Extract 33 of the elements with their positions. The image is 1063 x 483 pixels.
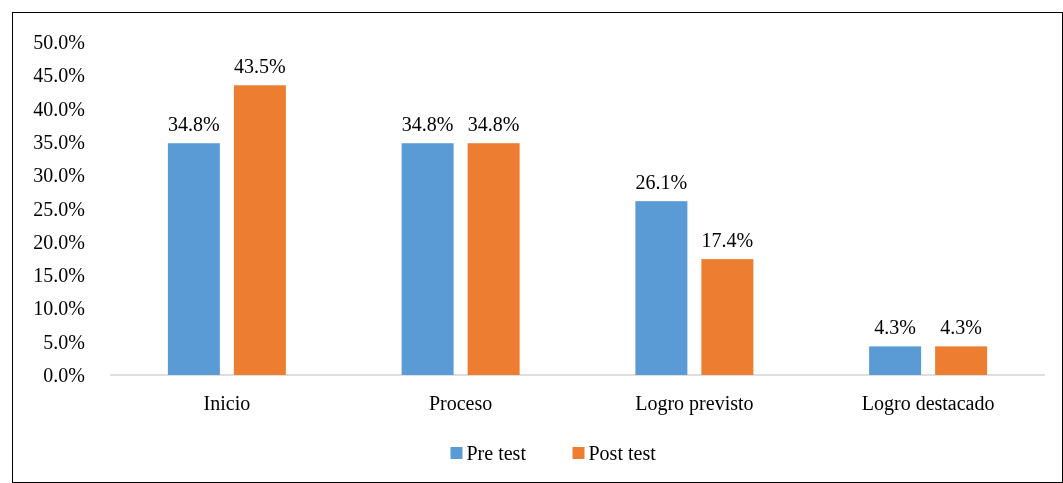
bar <box>401 143 454 375</box>
y-tick-label: 5.0% <box>43 330 85 353</box>
bar <box>869 346 922 375</box>
bar <box>635 201 688 375</box>
y-tick-label: 10.0% <box>33 297 85 320</box>
y-tick-label: 40.0% <box>33 97 85 120</box>
data-label: 34.8% <box>467 113 520 136</box>
x-tick-label: Logro previsto <box>635 392 754 415</box>
legend-label: Post test <box>588 442 657 464</box>
bar <box>233 85 286 375</box>
data-label: 17.4% <box>701 229 754 252</box>
data-label: 26.1% <box>635 171 688 194</box>
bar <box>467 143 520 375</box>
y-tick-label: 20.0% <box>33 230 85 253</box>
bar <box>167 143 220 375</box>
y-tick-label: 15.0% <box>33 264 85 287</box>
y-tick-label: 30.0% <box>33 164 85 187</box>
bar <box>701 259 754 375</box>
data-label: 34.8% <box>401 113 454 136</box>
y-tick-label: 25.0% <box>33 197 85 220</box>
data-label: 4.3% <box>874 316 916 339</box>
y-tick-label: 0.0% <box>43 364 85 386</box>
x-tick-label: Proceso <box>428 392 493 414</box>
x-tick-label: Inicio <box>203 392 251 414</box>
legend-label: Pre test <box>466 442 527 464</box>
bar <box>935 346 988 375</box>
data-label: 43.5% <box>234 55 286 78</box>
data-label: 4.3% <box>940 316 982 339</box>
y-tick-label: 45.0% <box>33 64 85 87</box>
x-tick-label: Logro destacado <box>861 392 995 415</box>
data-label: 34.8% <box>168 113 220 136</box>
y-tick-label: 50.0% <box>33 31 85 53</box>
y-tick-label: 35.0% <box>33 130 85 153</box>
